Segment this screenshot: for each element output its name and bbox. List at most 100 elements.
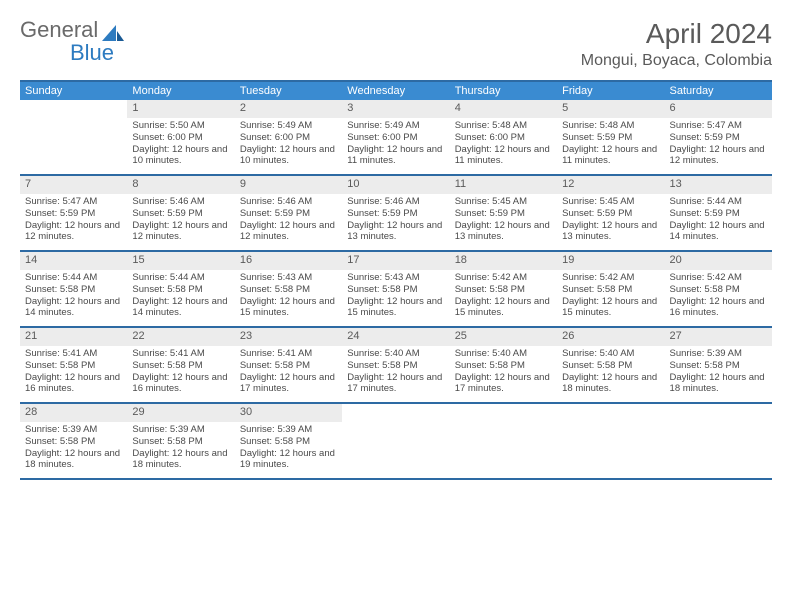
sunrise-text: Sunrise: 5:42 AM <box>670 272 767 284</box>
day-cell: 26Sunrise: 5:40 AMSunset: 5:58 PMDayligh… <box>557 328 664 402</box>
day-body: Sunrise: 5:44 AMSunset: 5:58 PMDaylight:… <box>20 270 127 324</box>
dow-thursday: Thursday <box>450 82 557 100</box>
sunset-text: Sunset: 5:59 PM <box>670 208 767 220</box>
day-cell: 2Sunrise: 5:49 AMSunset: 6:00 PMDaylight… <box>235 100 342 174</box>
day-cell: 3Sunrise: 5:49 AMSunset: 6:00 PMDaylight… <box>342 100 449 174</box>
day-cell: 10Sunrise: 5:46 AMSunset: 5:59 PMDayligh… <box>342 176 449 250</box>
sunrise-text: Sunrise: 5:50 AM <box>132 120 229 132</box>
day-number: 3 <box>342 100 449 118</box>
day-cell: 15Sunrise: 5:44 AMSunset: 5:58 PMDayligh… <box>127 252 234 326</box>
sunrise-text: Sunrise: 5:45 AM <box>455 196 552 208</box>
day-body: Sunrise: 5:44 AMSunset: 5:58 PMDaylight:… <box>127 270 234 324</box>
day-cell: 16Sunrise: 5:43 AMSunset: 5:58 PMDayligh… <box>235 252 342 326</box>
sunrise-text: Sunrise: 5:40 AM <box>347 348 444 360</box>
sunrise-text: Sunrise: 5:46 AM <box>347 196 444 208</box>
day-number: 29 <box>127 404 234 422</box>
day-number: 28 <box>20 404 127 422</box>
day-cell: 22Sunrise: 5:41 AMSunset: 5:58 PMDayligh… <box>127 328 234 402</box>
day-body: Sunrise: 5:40 AMSunset: 5:58 PMDaylight:… <box>450 346 557 400</box>
sunrise-text: Sunrise: 5:42 AM <box>455 272 552 284</box>
daylight-text: Daylight: 12 hours and 12 minutes. <box>132 220 229 244</box>
sunset-text: Sunset: 5:58 PM <box>132 360 229 372</box>
location: Mongui, Boyaca, Colombia <box>581 52 772 70</box>
dow-tuesday: Tuesday <box>235 82 342 100</box>
daylight-text: Daylight: 12 hours and 18 minutes. <box>562 372 659 396</box>
day-body: Sunrise: 5:48 AMSunset: 6:00 PMDaylight:… <box>450 118 557 172</box>
day-number: 23 <box>235 328 342 346</box>
daylight-text: Daylight: 12 hours and 16 minutes. <box>25 372 122 396</box>
day-number: 30 <box>235 404 342 422</box>
sunset-text: Sunset: 5:59 PM <box>132 208 229 220</box>
day-cell: 17Sunrise: 5:43 AMSunset: 5:58 PMDayligh… <box>342 252 449 326</box>
daylight-text: Daylight: 12 hours and 10 minutes. <box>132 144 229 168</box>
day-body: Sunrise: 5:39 AMSunset: 5:58 PMDaylight:… <box>127 422 234 476</box>
day-cell <box>20 100 127 174</box>
day-cell: 23Sunrise: 5:41 AMSunset: 5:58 PMDayligh… <box>235 328 342 402</box>
sunrise-text: Sunrise: 5:43 AM <box>347 272 444 284</box>
logo-text-blue: Blue <box>70 41 124 64</box>
day-cell: 20Sunrise: 5:42 AMSunset: 5:58 PMDayligh… <box>665 252 772 326</box>
dow-friday: Friday <box>557 82 664 100</box>
sunrise-text: Sunrise: 5:46 AM <box>132 196 229 208</box>
sunrise-text: Sunrise: 5:39 AM <box>240 424 337 436</box>
day-number: 10 <box>342 176 449 194</box>
sunrise-text: Sunrise: 5:48 AM <box>562 120 659 132</box>
sunset-text: Sunset: 5:59 PM <box>670 132 767 144</box>
daylight-text: Daylight: 12 hours and 17 minutes. <box>240 372 337 396</box>
day-number: 14 <box>20 252 127 270</box>
sunset-text: Sunset: 5:58 PM <box>132 284 229 296</box>
sunrise-text: Sunrise: 5:40 AM <box>562 348 659 360</box>
week-row: 14Sunrise: 5:44 AMSunset: 5:58 PMDayligh… <box>20 252 772 328</box>
daylight-text: Daylight: 12 hours and 12 minutes. <box>240 220 337 244</box>
sunrise-text: Sunrise: 5:41 AM <box>25 348 122 360</box>
daylight-text: Daylight: 12 hours and 14 minutes. <box>670 220 767 244</box>
sunrise-text: Sunrise: 5:49 AM <box>240 120 337 132</box>
day-number: 4 <box>450 100 557 118</box>
sunset-text: Sunset: 5:58 PM <box>455 360 552 372</box>
sunset-text: Sunset: 5:58 PM <box>670 360 767 372</box>
daylight-text: Daylight: 12 hours and 15 minutes. <box>347 296 444 320</box>
daylight-text: Daylight: 12 hours and 16 minutes. <box>670 296 767 320</box>
sunset-text: Sunset: 5:58 PM <box>240 360 337 372</box>
daylight-text: Daylight: 12 hours and 13 minutes. <box>455 220 552 244</box>
day-number: 11 <box>450 176 557 194</box>
daylight-text: Daylight: 12 hours and 11 minutes. <box>455 144 552 168</box>
sunrise-text: Sunrise: 5:40 AM <box>455 348 552 360</box>
sunrise-text: Sunrise: 5:46 AM <box>240 196 337 208</box>
daylight-text: Daylight: 12 hours and 18 minutes. <box>25 448 122 472</box>
sunrise-text: Sunrise: 5:41 AM <box>132 348 229 360</box>
sunset-text: Sunset: 5:58 PM <box>25 436 122 448</box>
day-cell <box>342 404 449 478</box>
sunset-text: Sunset: 6:00 PM <box>347 132 444 144</box>
day-cell: 30Sunrise: 5:39 AMSunset: 5:58 PMDayligh… <box>235 404 342 478</box>
dow-saturday: Saturday <box>665 82 772 100</box>
day-body: Sunrise: 5:45 AMSunset: 5:59 PMDaylight:… <box>450 194 557 248</box>
sunset-text: Sunset: 6:00 PM <box>455 132 552 144</box>
day-body: Sunrise: 5:45 AMSunset: 5:59 PMDaylight:… <box>557 194 664 248</box>
logo: GeneralBlue <box>20 18 124 64</box>
sunrise-text: Sunrise: 5:42 AM <box>562 272 659 284</box>
sunset-text: Sunset: 5:58 PM <box>455 284 552 296</box>
day-number: 18 <box>450 252 557 270</box>
calendar: Sunday Monday Tuesday Wednesday Thursday… <box>20 80 772 480</box>
sunrise-text: Sunrise: 5:39 AM <box>670 348 767 360</box>
day-cell: 14Sunrise: 5:44 AMSunset: 5:58 PMDayligh… <box>20 252 127 326</box>
daylight-text: Daylight: 12 hours and 12 minutes. <box>670 144 767 168</box>
sunrise-text: Sunrise: 5:49 AM <box>347 120 444 132</box>
sunset-text: Sunset: 5:59 PM <box>562 208 659 220</box>
day-body: Sunrise: 5:50 AMSunset: 6:00 PMDaylight:… <box>127 118 234 172</box>
sunset-text: Sunset: 5:58 PM <box>132 436 229 448</box>
logo-sail-icon <box>102 25 124 41</box>
day-number: 8 <box>127 176 234 194</box>
day-cell: 25Sunrise: 5:40 AMSunset: 5:58 PMDayligh… <box>450 328 557 402</box>
sunset-text: Sunset: 5:58 PM <box>347 360 444 372</box>
title-block: April 2024 Mongui, Boyaca, Colombia <box>581 18 772 70</box>
sunrise-text: Sunrise: 5:39 AM <box>25 424 122 436</box>
day-body: Sunrise: 5:41 AMSunset: 5:58 PMDaylight:… <box>127 346 234 400</box>
header: GeneralBlue April 2024 Mongui, Boyaca, C… <box>20 18 772 70</box>
sunset-text: Sunset: 5:58 PM <box>240 284 337 296</box>
sunrise-text: Sunrise: 5:48 AM <box>455 120 552 132</box>
daylight-text: Daylight: 12 hours and 12 minutes. <box>25 220 122 244</box>
sunset-text: Sunset: 5:58 PM <box>670 284 767 296</box>
sunset-text: Sunset: 5:59 PM <box>455 208 552 220</box>
